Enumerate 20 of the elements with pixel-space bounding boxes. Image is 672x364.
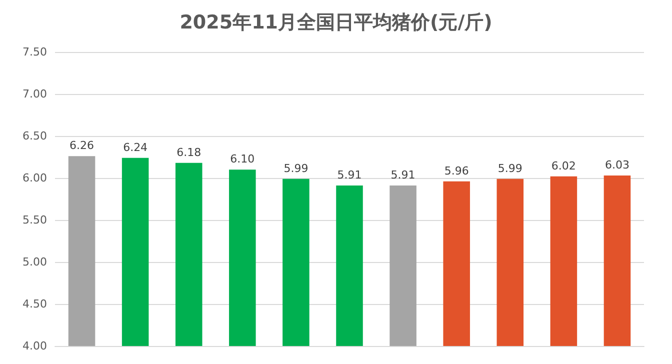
data-label: 6.10 xyxy=(230,152,255,166)
data-label: 5.99 xyxy=(284,162,308,175)
y-tick-label: 6.00 xyxy=(22,172,47,184)
data-label: 6.18 xyxy=(176,146,202,159)
y-tick-label: 4.00 xyxy=(22,340,47,352)
chart-title: 2025年11月全国日平均猪价(元/斤) xyxy=(180,12,492,34)
data-label: 5.91 xyxy=(337,168,362,182)
y-tick-label: 5.50 xyxy=(22,214,47,226)
data-label: 6.02 xyxy=(551,159,576,172)
data-label: 6.03 xyxy=(604,158,630,172)
data-label: 5.99 xyxy=(498,162,522,175)
data-label: 5.96 xyxy=(444,164,469,178)
y-tick-label: 7.50 xyxy=(22,46,47,58)
data-label: 5.91 xyxy=(390,168,416,182)
data-label: 6.24 xyxy=(123,140,148,154)
y-tick-label: 6.50 xyxy=(22,130,47,142)
y-tick-label: 7.00 xyxy=(22,88,47,100)
y-tick-label: 5.00 xyxy=(22,256,47,268)
data-label: 6.26 xyxy=(70,139,94,152)
y-tick-label: 4.50 xyxy=(22,298,47,310)
